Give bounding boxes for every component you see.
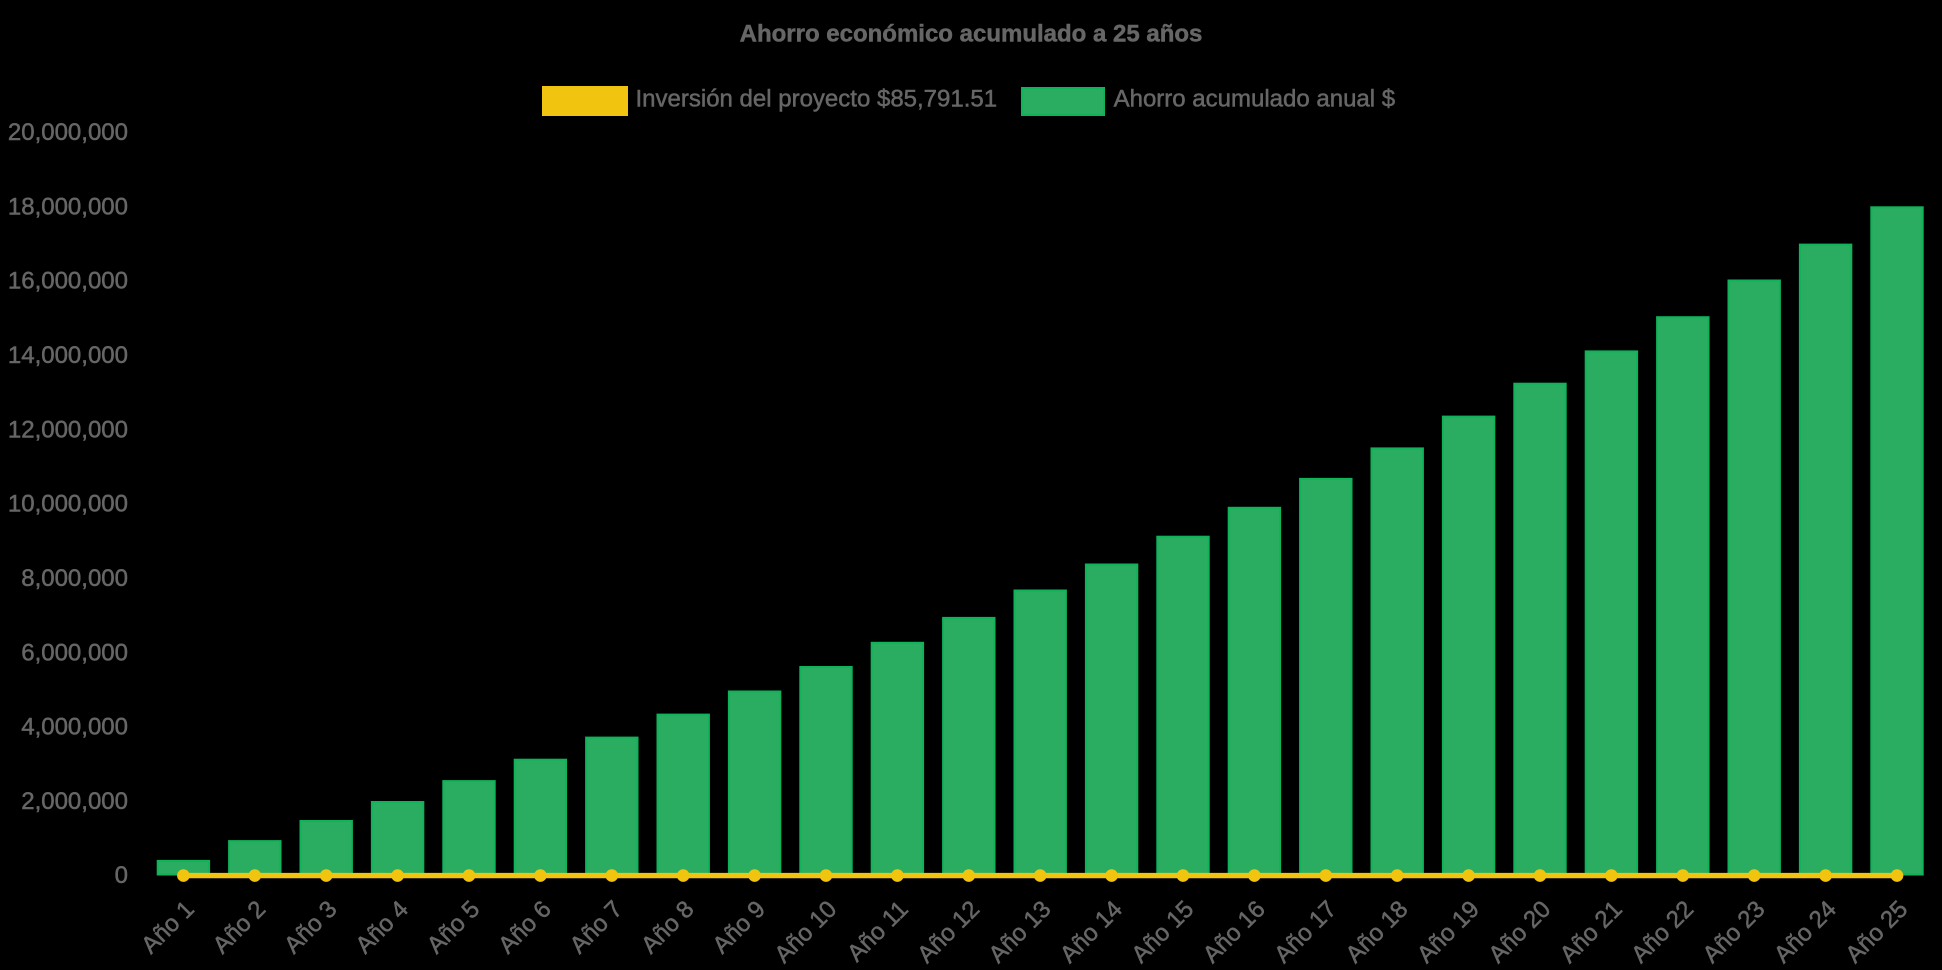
svg-text:16,000,000: 16,000,000 xyxy=(8,268,128,295)
svg-text:2,000,000: 2,000,000 xyxy=(21,788,128,815)
svg-text:8,000,000: 8,000,000 xyxy=(21,565,128,592)
svg-text:Ahorro acumulado anual $: Ahorro acumulado anual $ xyxy=(1114,86,1396,113)
svg-text:14,000,000: 14,000,000 xyxy=(8,342,128,369)
svg-text:Ahorro económico acumulado a 2: Ahorro económico acumulado a 25 años xyxy=(740,21,1203,48)
svg-text:18,000,000: 18,000,000 xyxy=(8,193,128,220)
svg-text:4,000,000: 4,000,000 xyxy=(21,714,128,741)
svg-text:20,000,000: 20,000,000 xyxy=(8,119,128,146)
svg-text:6,000,000: 6,000,000 xyxy=(21,639,128,666)
svg-text:0: 0 xyxy=(115,862,128,889)
svg-text:12,000,000: 12,000,000 xyxy=(8,416,128,443)
svg-text:Inversión del proyecto $85,791: Inversión del proyecto $85,791.51 xyxy=(636,86,998,113)
svg-text:10,000,000: 10,000,000 xyxy=(8,491,128,518)
